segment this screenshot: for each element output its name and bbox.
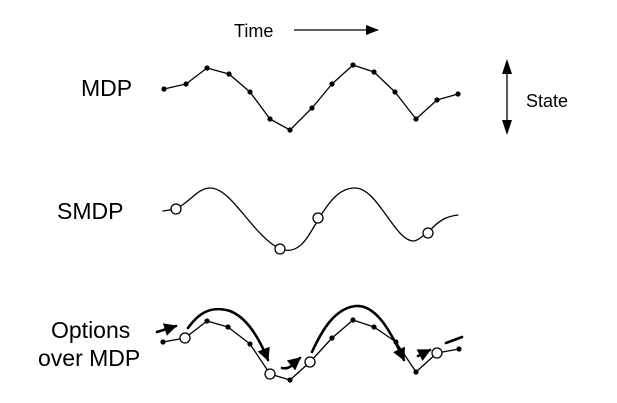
options-label-line1: Options — [51, 317, 130, 343]
smdp-decision-point — [170, 203, 182, 215]
smdp-decision-points — [170, 203, 434, 255]
option-arrow — [155, 323, 178, 336]
mdp-state-dot — [183, 81, 189, 87]
mdp-state-dot — [267, 116, 273, 122]
options-state-dot — [225, 324, 231, 330]
option-arrow — [280, 356, 302, 371]
option-arrow — [416, 348, 432, 362]
smdp-path — [162, 187, 459, 252]
option-arrow — [186, 307, 270, 362]
option-continuation-dash — [444, 335, 464, 345]
mdp-state-dot — [287, 127, 293, 133]
smdp-decision-point — [422, 227, 434, 239]
mdp-state-dot — [392, 89, 398, 95]
mdp-state-dot — [161, 86, 167, 92]
mdp-state-dot — [371, 69, 377, 75]
mdp-state-dot — [204, 65, 210, 71]
options-state-dot — [204, 318, 210, 324]
options-state-dot — [160, 339, 166, 345]
options-label-line2: over MDP — [38, 345, 140, 371]
mdp-state-dot — [434, 97, 440, 103]
mdp-state-dot — [226, 71, 232, 77]
time-label: Time — [234, 21, 273, 41]
options-state-dot — [413, 369, 419, 375]
mdp-states — [161, 62, 461, 133]
option-decision-point — [264, 368, 276, 380]
options-state-dot — [350, 317, 356, 323]
option-arrows — [155, 304, 464, 371]
smdp-decision-point — [312, 212, 324, 224]
mdp-state-dot — [350, 62, 356, 68]
mdp-state-dot — [413, 116, 419, 122]
mdp-state-dot — [247, 89, 253, 95]
option-decision-point — [304, 356, 316, 368]
smdp-label: SMDP — [57, 198, 123, 224]
options-state-dot — [456, 346, 462, 352]
smdp-decision-point — [274, 243, 286, 255]
options-state-dot — [247, 341, 253, 347]
time-arrowhead — [366, 25, 379, 35]
mdp-trajectory — [161, 62, 461, 133]
state-label: State — [526, 91, 568, 111]
options-mdp-states — [160, 317, 462, 383]
options-state-dot — [287, 377, 293, 383]
smdp-trajectory — [162, 187, 459, 255]
mdp-state-dot — [329, 81, 335, 87]
mdp-label: MDP — [81, 75, 132, 101]
time-axis: Time — [234, 21, 379, 41]
option-decision-point — [179, 332, 191, 344]
option-decision-point — [431, 347, 443, 359]
options-trajectory — [155, 304, 464, 383]
mdp-state-dot — [455, 91, 461, 97]
options-decision-points — [179, 332, 443, 380]
state-arrowhead-down — [502, 120, 512, 135]
options-state-dot — [371, 324, 377, 330]
state-axis: State — [502, 59, 568, 135]
option-arrow — [310, 304, 406, 362]
mdp-state-dot — [309, 105, 315, 111]
options-state-dot — [329, 335, 335, 341]
state-arrowhead-up — [502, 59, 512, 74]
